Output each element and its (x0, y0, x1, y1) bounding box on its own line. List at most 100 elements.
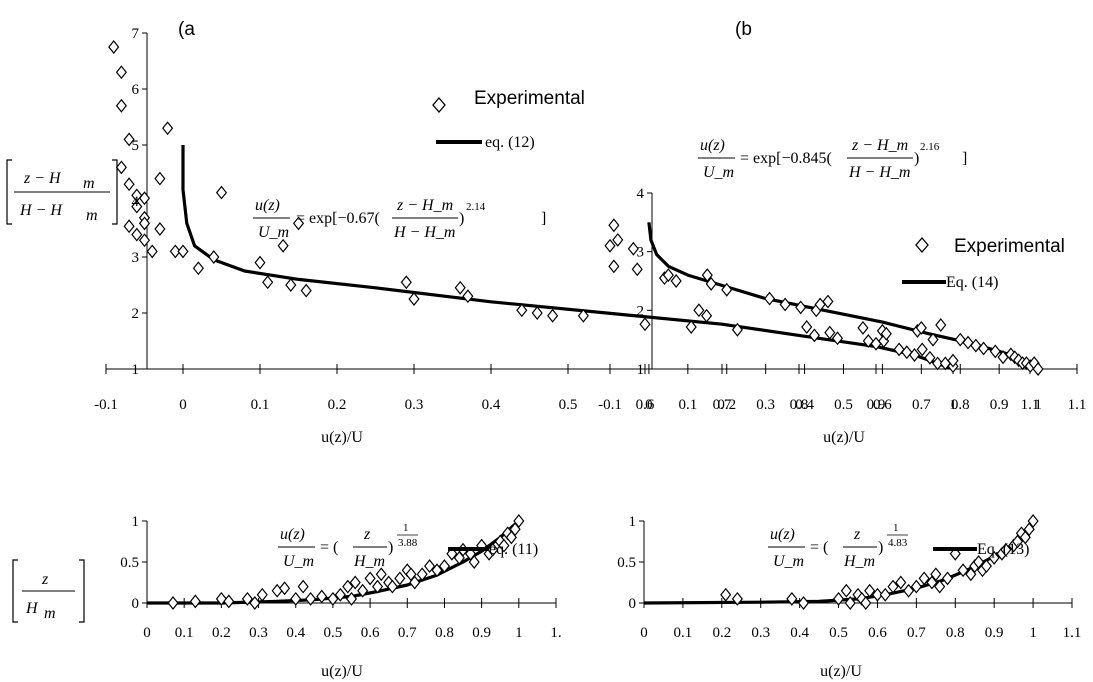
svg-text:H − H_m: H − H_m (848, 164, 910, 181)
panel-d-data-point (973, 555, 985, 569)
panel-c-data-point (279, 581, 291, 596)
panel-a-x-tick-label: 0 (179, 397, 187, 413)
panel-a-x-tick-label: 0.2 (328, 397, 347, 413)
panel-d-x-tick-label: 0 (640, 625, 648, 641)
panel-a-data-point (516, 303, 528, 318)
panel-a-x-tick-label: 0.5 (559, 397, 578, 413)
svg-text:z − H_m: z − H_m (396, 197, 453, 214)
panel-a-x-tick-label: 0.8 (790, 397, 809, 413)
panel-b-data-point (935, 318, 947, 332)
panel-d-data-point (941, 571, 954, 586)
panel-c-equation: u(z) U_m = ( z H_m ) 1 3.88 (278, 522, 418, 570)
panel-b-y-tick-label: 4 (637, 186, 645, 202)
panel-c-data-point (167, 596, 179, 610)
panel-d-y-tick-label: 1 (629, 514, 637, 530)
panel-d-data-point (926, 575, 938, 590)
panel-a-x-tick-label: 1 (949, 397, 957, 413)
panel-a-x-tick-label: 0.1 (251, 397, 270, 413)
panel-a-ylabel: z − H m H − H m (6, 159, 118, 225)
panel-a-data-point (123, 219, 135, 234)
panel-c-data-point (364, 571, 376, 586)
panel-c-data-point (256, 587, 268, 602)
panel-c-x-tick-label: 0.1 (175, 625, 194, 641)
panel-c-data-point (431, 563, 443, 578)
panel-a-data-point (131, 199, 143, 214)
svg-text:): ) (878, 539, 883, 556)
panel-a-data-point (146, 244, 158, 259)
panel-c-data-point (316, 589, 328, 604)
panel-c-data-point (241, 591, 253, 606)
panel-a-y-tick-label: 6 (132, 82, 140, 98)
svg-text:u(z): u(z) (255, 197, 280, 214)
panel-d-equation: u(z) U_m = ( z H_m ) 1 4.83 (768, 522, 908, 570)
legend-a-diamond-icon (432, 97, 446, 113)
panel-b-xlabel: u(z)/U (823, 429, 865, 446)
svg-text:m: m (44, 605, 56, 622)
panel-c-x-tick-label: 1. (550, 625, 561, 641)
panel-c-data-point (416, 567, 428, 582)
panel-c-x-tick-label: 0.5 (324, 625, 343, 641)
panel-a-data-point (169, 244, 181, 259)
panel-c-data-point (394, 571, 406, 586)
panel-b-x-tick-label: 0 (645, 397, 653, 413)
panel-b-data-point (701, 268, 713, 283)
legend-b-line-label: Eq. (14) (946, 274, 998, 291)
panel-b-x-tick-label: 0.6 (873, 397, 892, 413)
panel-b-x-tick-label: 0.8 (951, 397, 970, 413)
svg-text:= (: = ( (810, 539, 828, 556)
panel-b-data-point (608, 218, 620, 233)
panel-b-data-point (822, 294, 834, 309)
panel-d-x-tick-label: 0.1 (674, 625, 693, 641)
panel-a-data-point (108, 40, 120, 54)
panel-a-data-point (115, 65, 127, 80)
panel-d-x-tick-label: 0.5 (829, 625, 848, 641)
panel-c-data-point (487, 542, 499, 557)
panel-a-data-point (162, 121, 174, 136)
panel-a-data-point (462, 289, 474, 304)
panel-d-data-point (832, 591, 845, 606)
svg-text:z: z (363, 526, 371, 543)
svg-text:m: m (83, 175, 95, 192)
panel-a-data-point (577, 308, 589, 323)
panel-b-x-tick-label: -0.1 (598, 397, 622, 413)
panel-a-data-point (192, 261, 204, 276)
panel-a-data-point (115, 98, 127, 113)
panel-a-x-tick-label: 0.4 (482, 397, 501, 413)
panel-a-data-point (254, 255, 266, 270)
panel-a-data-point (154, 171, 166, 186)
panel-c-data-point (290, 591, 302, 606)
panel-a-data-point (123, 132, 135, 147)
panel-b-data-point (627, 241, 639, 256)
panel-d-data-point (895, 575, 907, 590)
panel-a-y-tick-label: 4 (132, 194, 140, 210)
svg-text:]: ] (541, 210, 546, 227)
panel-a-y-tick-label: 2 (132, 306, 140, 322)
panel-c-data-point (424, 559, 436, 574)
panel-a-data-point (916, 342, 928, 357)
panel-d-data-point (840, 583, 852, 598)
panel-a-data-point (131, 227, 143, 242)
panel-a-data-point (932, 356, 944, 371)
panel-a-data-point (277, 238, 289, 253)
panel-c-y-tick-label: 0.5 (120, 555, 139, 571)
svg-text:= exp[−0.845(: = exp[−0.845( (740, 150, 832, 167)
panel-c-x-tick-label: 0.8 (435, 625, 454, 641)
panel-b-data-point (779, 297, 791, 312)
panel-b-data-point (631, 262, 643, 277)
panel-b-legend: Experimental Eq. (14) (902, 236, 1065, 291)
panel-b-label: (b (735, 19, 752, 40)
panel-b-x-tick-label: 1 (1034, 397, 1042, 413)
panel-b-data-point (763, 291, 776, 306)
svg-text:): ) (914, 150, 919, 167)
panel-c-data-point (349, 575, 361, 590)
panel-c-x-tick-label: 0.7 (398, 625, 417, 641)
panel-c-data-point (345, 591, 358, 606)
panel-d-x-tick-label: 0.8 (946, 625, 965, 641)
legend-d-line-label: Eq. (13) (977, 541, 1029, 558)
panel-b-x-tick-label: 0.3 (756, 397, 775, 413)
panel-d-data-point (864, 583, 876, 598)
panel-d-x-tick-label: 0.9 (985, 625, 1004, 641)
panel-c-x-tick-label: 0.3 (249, 625, 268, 641)
svg-text:U_m: U_m (283, 553, 314, 570)
svg-text:m: m (86, 207, 98, 224)
